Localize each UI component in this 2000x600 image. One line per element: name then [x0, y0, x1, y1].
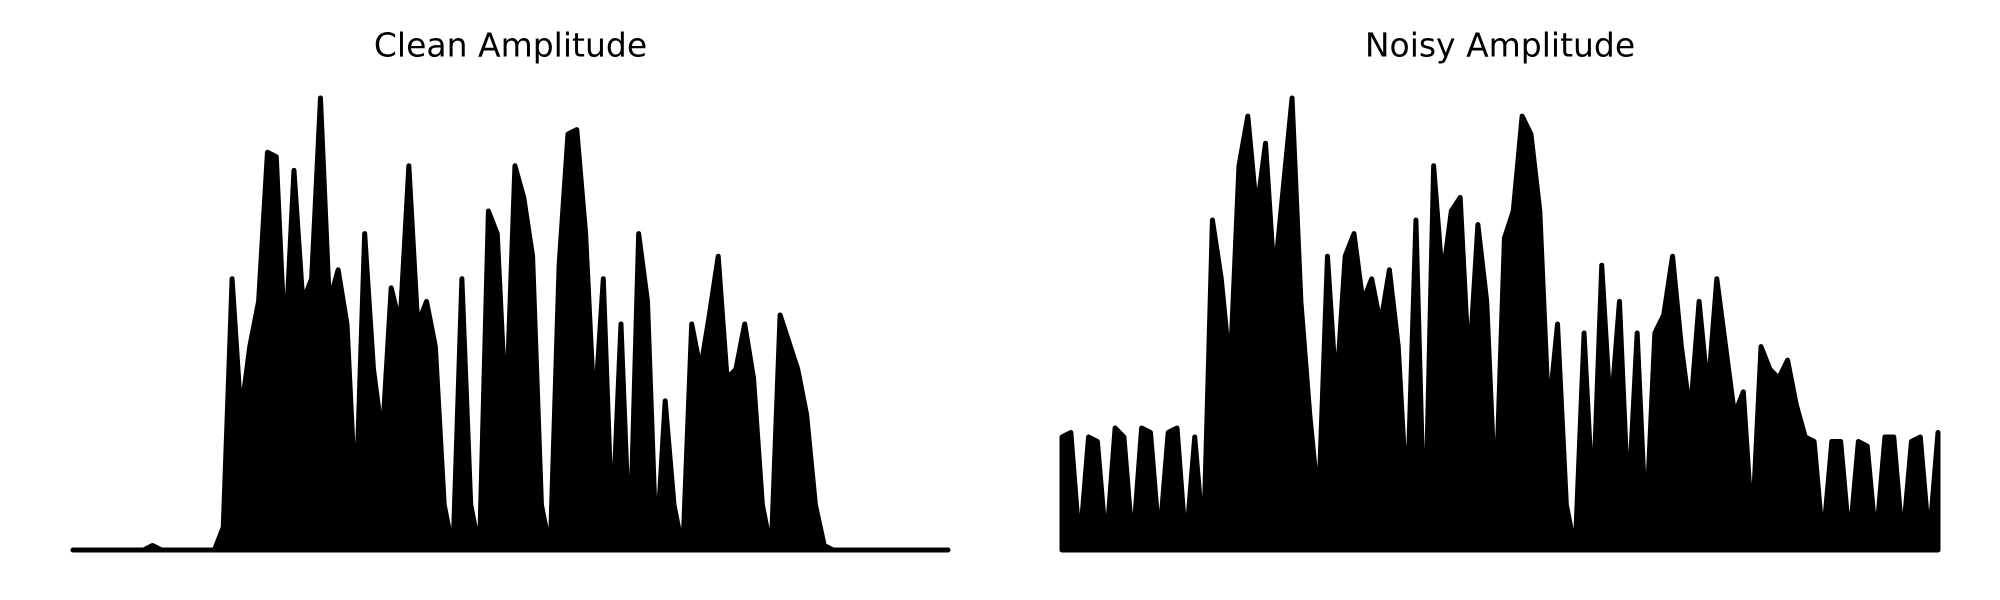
amplitude-area — [70, 95, 951, 553]
chart-title: Clean Amplitude — [374, 26, 647, 65]
amplitude-area — [1059, 95, 1941, 553]
chart-title: Noisy Amplitude — [1365, 26, 1635, 65]
